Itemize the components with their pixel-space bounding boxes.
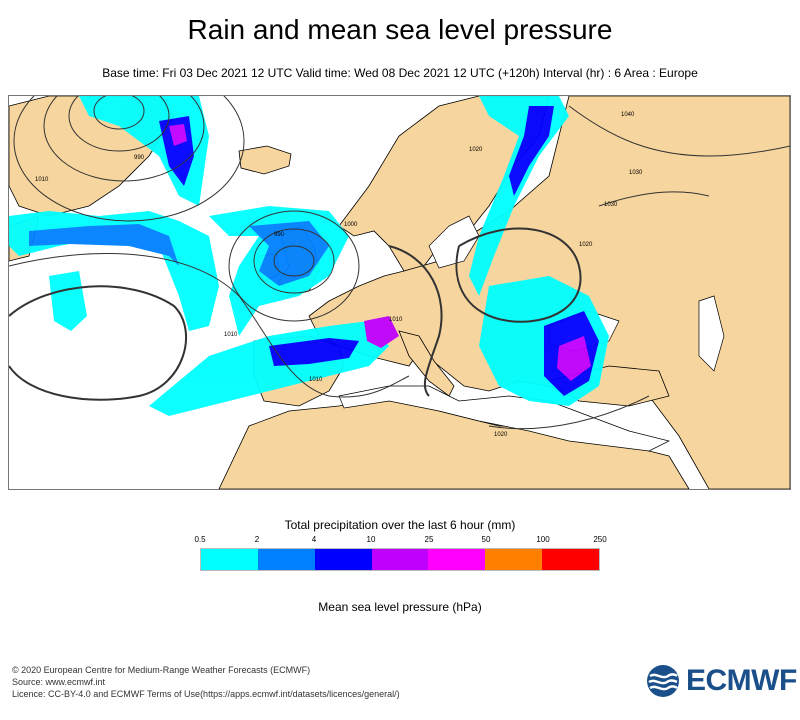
- precip-iberia-west: [49, 271, 87, 331]
- mediterranean-sea: [338, 385, 671, 452]
- weather-map: g[data-name="land-layer"] path { fill: #…: [8, 95, 791, 490]
- isobar-label: 1010: [309, 377, 323, 383]
- precip-balkans-heavy: [557, 336, 591, 381]
- isobar-label: 1010: [389, 317, 403, 323]
- isobar-low-north-4: [13, 96, 245, 222]
- source-text: Source: www.ecmwf.int: [12, 677, 106, 687]
- precip-greenland-heavy: [169, 124, 187, 146]
- mslp-legend-title: Mean sea level pressure (hPa): [318, 600, 482, 614]
- precip-front-heavy: [364, 316, 399, 348]
- colorbar-tick: 0.5: [194, 535, 206, 544]
- isobar-russia-2: [598, 191, 710, 207]
- isobar-label: 1010: [35, 177, 49, 183]
- colorbar-swatch: [201, 549, 258, 570]
- isobar-1010-atlantic: [9, 253, 410, 398]
- colorbar-tick: 100: [536, 535, 550, 544]
- land-scandinavia: [338, 96, 550, 272]
- isobar-labels: 1040 1030 1020 1010 990 1000 1020 1010 1…: [35, 112, 643, 438]
- colorbar-tick: 4: [311, 535, 317, 544]
- footer: © 2020 European Centre for Medium-Range …: [12, 664, 400, 700]
- isobar-low-uk-1: [273, 245, 315, 277]
- colorbar-swatch: [428, 549, 486, 570]
- land-iceland: [238, 145, 292, 175]
- page-title: Rain and mean sea level pressure: [187, 14, 613, 45]
- isobar-label: 1000: [344, 222, 358, 228]
- colorbar-tick: 2: [254, 535, 260, 544]
- isobar-label: 1030: [629, 170, 643, 176]
- copyright-text: © 2020 European Centre for Medium-Range …: [12, 665, 311, 675]
- isobar-label: 1010: [224, 332, 238, 338]
- precip-scandinavia-core: [509, 106, 554, 196]
- colorbar-tick: 250: [593, 535, 607, 544]
- colorbar-swatch: [371, 549, 429, 570]
- colorbar-swatch: [257, 549, 315, 570]
- precip-front-core: [269, 338, 359, 366]
- isobar-label: 1020: [494, 432, 508, 438]
- caspian-sea: [698, 295, 725, 372]
- isobar-east-med: [488, 395, 650, 430]
- isobar-low-uk-3: [228, 210, 360, 322]
- map-canvas: g[data-name="land-layer"] path { fill: #…: [9, 96, 790, 489]
- isobar-layer: [9, 96, 790, 430]
- precip-low-core: [249, 221, 329, 286]
- page-subtitle: Base time: Fri 03 Dec 2021 12 UTC Valid …: [102, 66, 698, 80]
- colorbar-tick: 10: [366, 535, 376, 544]
- ecmwf-logo-text: ECMWF: [686, 664, 797, 697]
- licence-text: Licence: CC-BY-4.0 and ECMWF Terms of Us…: [12, 689, 400, 699]
- colorbar-swatch: [542, 549, 600, 570]
- isobar-label: 1020: [579, 242, 593, 248]
- isobar-label: 990: [134, 155, 145, 161]
- precip-scandinavia: [469, 96, 569, 296]
- ecmwf-logo-icon: [647, 665, 679, 697]
- isobar-label: 990: [274, 232, 285, 238]
- land-italy: [398, 330, 455, 397]
- precip-colorbar: [200, 548, 600, 571]
- isobar-high-atlantic: [9, 285, 188, 401]
- ecmwf-logo: ECMWF: [646, 664, 797, 698]
- isobar-label: 1030: [604, 202, 618, 208]
- isobar-label: 1020: [469, 147, 483, 153]
- isobar-russia-1: [568, 105, 790, 157]
- precip-legend-title: Total precipitation over the last 6 hour…: [284, 518, 516, 532]
- colorbar-swatch: [314, 549, 372, 570]
- colorbar-tick: 25: [424, 535, 434, 544]
- isobar-label: 1040: [621, 112, 635, 118]
- isobar-low-north-3: [43, 96, 205, 182]
- isobar-central-high: [455, 227, 582, 323]
- precip-atlantic-core: [29, 224, 179, 266]
- isobar-low-uk-2: [253, 228, 335, 294]
- isobar-low-north-1: [93, 96, 145, 130]
- colorbar-swatch: [485, 549, 543, 570]
- colorbar-tick: 50: [481, 535, 491, 544]
- isobar-1020-europe: [388, 245, 443, 397]
- isobar-low-north-2: [68, 96, 170, 152]
- colorbar-ticks: 0.5 2 4 10 25 50 100 250: [194, 535, 606, 547]
